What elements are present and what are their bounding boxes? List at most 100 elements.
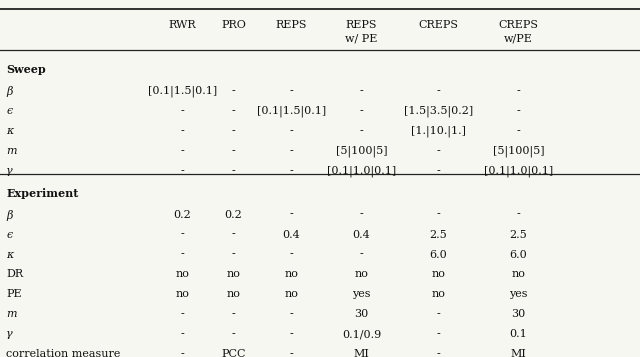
- Text: -: -: [180, 126, 184, 136]
- Text: -: -: [360, 126, 364, 136]
- Text: -: -: [289, 126, 293, 136]
- Text: -: -: [232, 310, 236, 320]
- Text: -: -: [232, 86, 236, 96]
- Text: -: -: [360, 86, 364, 96]
- Text: -: -: [360, 250, 364, 260]
- Text: -: -: [232, 250, 236, 260]
- Text: -: -: [232, 166, 236, 176]
- Text: 30: 30: [511, 310, 525, 320]
- Text: -: -: [360, 106, 364, 116]
- Text: w/ PE: w/ PE: [346, 33, 378, 43]
- Text: 0.2: 0.2: [173, 210, 191, 220]
- Text: β: β: [6, 86, 13, 97]
- Text: -: -: [180, 230, 184, 240]
- Text: -: -: [180, 330, 184, 340]
- Text: -: -: [289, 210, 293, 220]
- Text: 30: 30: [355, 310, 369, 320]
- Text: -: -: [180, 146, 184, 156]
- Text: DR: DR: [6, 270, 24, 280]
- Text: ϵ: ϵ: [6, 106, 13, 116]
- Text: REPS: REPS: [275, 20, 307, 30]
- Text: -: -: [232, 106, 236, 116]
- Text: m: m: [6, 146, 17, 156]
- Text: 2.5: 2.5: [509, 230, 527, 240]
- Text: no: no: [431, 290, 445, 300]
- Text: PRO: PRO: [221, 20, 246, 30]
- Text: -: -: [180, 250, 184, 260]
- Text: CREPS: CREPS: [419, 20, 458, 30]
- Text: -: -: [436, 86, 440, 96]
- Text: RWR: RWR: [168, 20, 196, 30]
- Text: no: no: [227, 270, 241, 280]
- Text: -: -: [516, 126, 520, 136]
- Text: 0.4: 0.4: [353, 230, 371, 240]
- Text: -: -: [436, 210, 440, 220]
- Text: no: no: [175, 270, 189, 280]
- Text: CREPS: CREPS: [499, 20, 538, 30]
- Text: -: -: [360, 210, 364, 220]
- Text: 0.4: 0.4: [282, 230, 300, 240]
- Text: correlation measure: correlation measure: [6, 350, 121, 357]
- Text: -: -: [289, 166, 293, 176]
- Text: no: no: [175, 290, 189, 300]
- Text: PCC: PCC: [221, 350, 246, 357]
- Text: -: -: [516, 86, 520, 96]
- Text: -: -: [289, 330, 293, 340]
- Text: [1.5|3.5|0.2]: [1.5|3.5|0.2]: [404, 106, 473, 117]
- Text: w/PE: w/PE: [504, 33, 533, 43]
- Text: [0.1|1.0|0.1]: [0.1|1.0|0.1]: [484, 166, 553, 177]
- Text: MI: MI: [511, 350, 526, 357]
- Text: no: no: [431, 270, 445, 280]
- Text: -: -: [289, 310, 293, 320]
- Text: [0.1|1.5|0.1]: [0.1|1.5|0.1]: [257, 106, 326, 117]
- Text: γ: γ: [6, 330, 13, 340]
- Text: Sweep: Sweep: [6, 64, 46, 75]
- Text: [0.1|1.5|0.1]: [0.1|1.5|0.1]: [148, 86, 217, 97]
- Text: -: -: [289, 250, 293, 260]
- Text: [5|100|5]: [5|100|5]: [336, 146, 387, 157]
- Text: no: no: [227, 290, 241, 300]
- Text: [1.|10.|1.]: [1.|10.|1.]: [411, 126, 466, 137]
- Text: -: -: [232, 230, 236, 240]
- Text: no: no: [284, 290, 298, 300]
- Text: -: -: [289, 350, 293, 357]
- Text: -: -: [516, 210, 520, 220]
- Text: β: β: [6, 210, 13, 221]
- Text: REPS: REPS: [346, 20, 378, 30]
- Text: m: m: [6, 310, 17, 320]
- Text: Experiment: Experiment: [6, 188, 79, 199]
- Text: PE: PE: [6, 290, 22, 300]
- Text: [5|100|5]: [5|100|5]: [493, 146, 544, 157]
- Text: 0.1: 0.1: [509, 330, 527, 340]
- Text: no: no: [355, 270, 369, 280]
- Text: -: -: [289, 146, 293, 156]
- Text: κ: κ: [6, 126, 13, 136]
- Text: 6.0: 6.0: [429, 250, 447, 260]
- Text: -: -: [436, 310, 440, 320]
- Text: -: -: [232, 126, 236, 136]
- Text: -: -: [180, 350, 184, 357]
- Text: -: -: [232, 330, 236, 340]
- Text: -: -: [180, 106, 184, 116]
- Text: -: -: [289, 86, 293, 96]
- Text: 0.1/0.9: 0.1/0.9: [342, 330, 381, 340]
- Text: yes: yes: [509, 290, 527, 300]
- Text: -: -: [436, 330, 440, 340]
- Text: 0.2: 0.2: [225, 210, 243, 220]
- Text: -: -: [180, 310, 184, 320]
- Text: κ: κ: [6, 250, 13, 260]
- Text: yes: yes: [353, 290, 371, 300]
- Text: ϵ: ϵ: [6, 230, 13, 240]
- Text: MI: MI: [354, 350, 369, 357]
- Text: -: -: [180, 166, 184, 176]
- Text: -: -: [436, 166, 440, 176]
- Text: -: -: [516, 106, 520, 116]
- Text: -: -: [232, 146, 236, 156]
- Text: no: no: [284, 270, 298, 280]
- Text: 2.5: 2.5: [429, 230, 447, 240]
- Text: -: -: [436, 350, 440, 357]
- Text: [0.1|1.0|0.1]: [0.1|1.0|0.1]: [327, 166, 396, 177]
- Text: -: -: [436, 146, 440, 156]
- Text: γ: γ: [6, 166, 13, 176]
- Text: no: no: [511, 270, 525, 280]
